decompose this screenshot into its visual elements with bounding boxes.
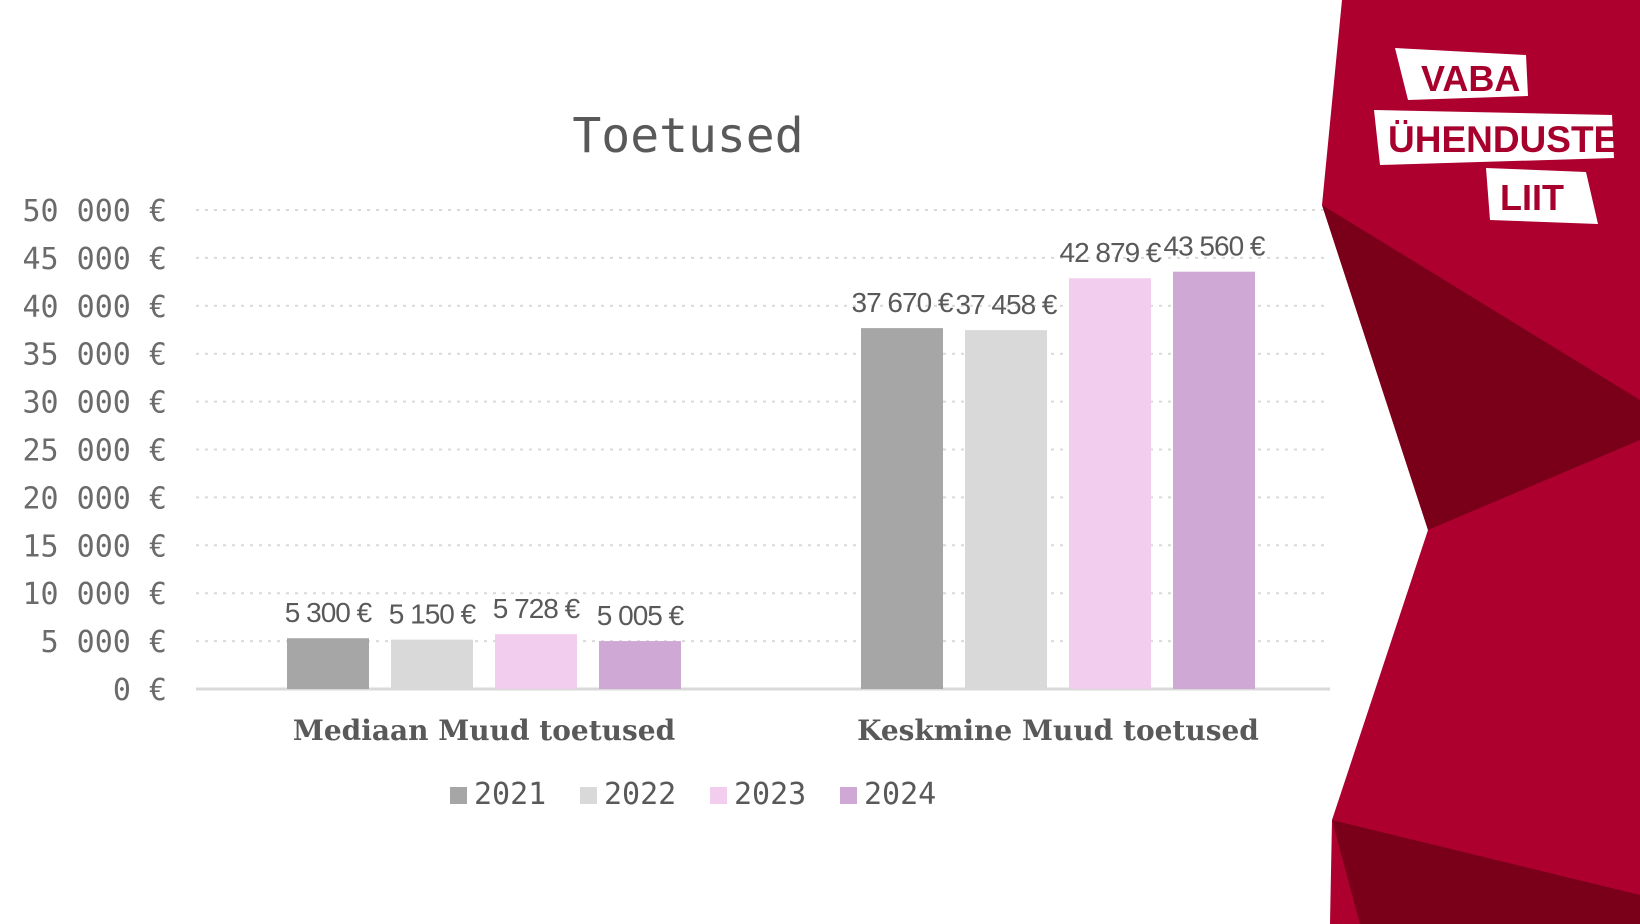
logo-ribbon-2 [1374,110,1614,165]
bar [1069,278,1151,689]
legend-entry: 2023 [734,777,806,812]
data-label: 37 458 € [956,289,1058,320]
data-label: 5 728 € [493,593,581,624]
data-labels: 5 300 € 5 150 € 5 728 € 5 005 € 37 670 €37 4… [285,231,1267,631]
data-label: 5 300 € [285,597,373,628]
logo-ribbon-3 [1486,168,1598,224]
y-tick-label: 20 000 € [23,481,168,516]
logo: VABA ÜHENDUSTE LIIT [1374,48,1618,224]
y-tick-label: 50 000 € [23,194,168,229]
y-tick-label: 0 € [113,673,167,708]
bar [861,328,943,689]
bar [965,330,1047,689]
category-labels: Mediaan Muud toetused Keskmine Muud toetu… [293,714,1259,747]
y-tick-label: 25 000 € [23,434,168,469]
brand-facet-upper [1322,205,1640,530]
logo-line-2: ÜHENDUSTE [1388,119,1618,160]
brand-panel: VABA ÜHENDUSTE LIIT [1322,0,1640,924]
data-label: 5 005 € [597,600,685,631]
gridlines [196,209,1330,691]
y-tick-label: 15 000 € [23,529,168,564]
bars [287,271,1255,689]
y-tick-label: 40 000 € [23,290,168,325]
y-tick-label: 10 000 € [23,577,168,612]
y-tick-label: 35 000 € [23,338,168,373]
chart-title: Toetused [572,108,803,164]
logo-ribbon-1 [1395,48,1528,100]
data-label: 43 560 € [1164,231,1266,262]
y-tick-label: 45 000 € [23,242,168,277]
legend-swatch [450,787,467,804]
legend-entry: 2021 [474,777,546,812]
y-tick-label: 30 000 € [23,386,168,421]
data-label: 5 150 € [389,599,477,630]
bar-chart: Toetused 0 € 5 000 € 10 000 € 15 000 € 20 00… [23,108,1330,812]
legend: 2021 2022 2023 2024 [450,777,936,812]
y-axis-ticks: 0 € 5 000 € 10 000 € 15 000 € 20 000 € 25 000… [23,194,168,708]
category-label: Keskmine Muud toetused [857,714,1259,747]
y-tick-label: 5 000 € [41,625,167,660]
data-label: 42 879 € [1060,237,1162,268]
bar [287,638,369,689]
legend-entry: 2022 [604,777,676,812]
bar [495,634,577,689]
data-label: 37 670 € [852,287,954,318]
legend-swatch [710,787,727,804]
category-label: Mediaan Muud toetused [293,714,675,747]
bar [599,641,681,689]
brand-facet-lower [1332,820,1640,924]
legend-entry: 2024 [864,777,936,812]
logo-line-3: LIIT [1500,177,1564,218]
legend-swatch [580,787,597,804]
bar [391,639,473,689]
legend-swatch [840,787,857,804]
bar [1173,271,1255,689]
logo-line-1: VABA [1421,58,1520,99]
